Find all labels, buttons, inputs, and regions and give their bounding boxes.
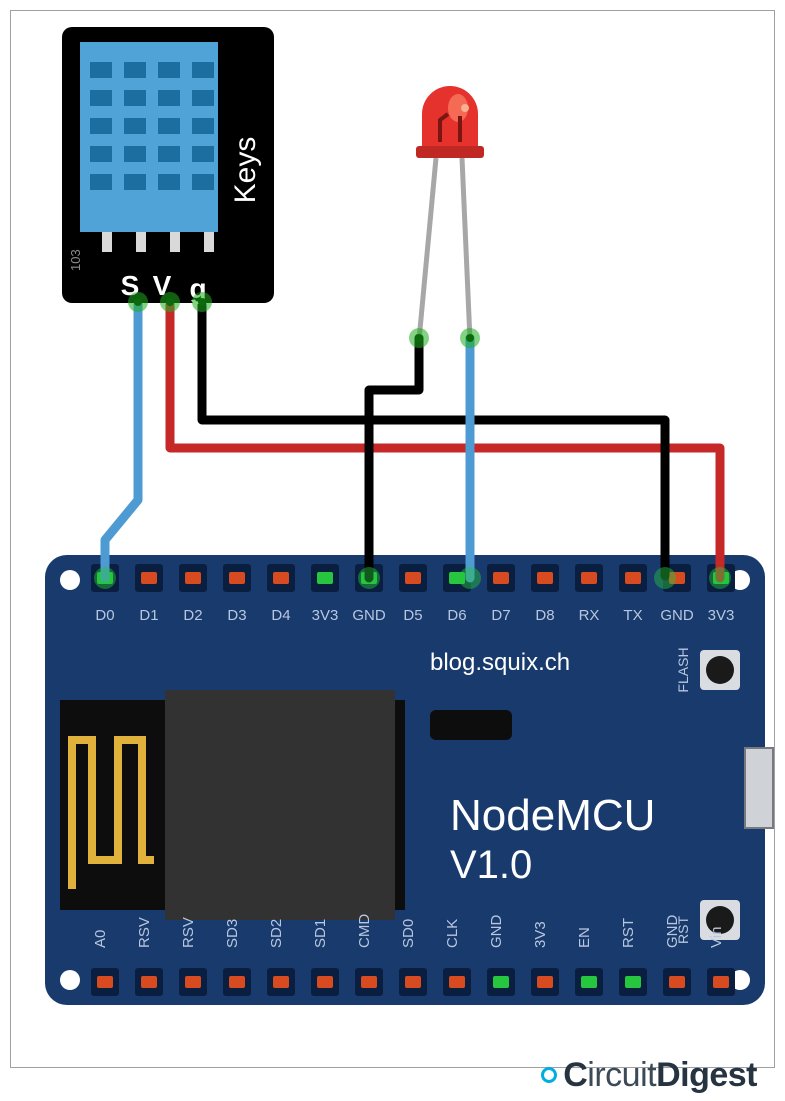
svg-text:3V3: 3V3 <box>532 921 549 948</box>
svg-text:FLASH: FLASH <box>675 647 691 692</box>
dht-g-to-gnd <box>202 305 665 576</box>
svg-text:GND: GND <box>664 915 681 949</box>
svg-text:3V3: 3V3 <box>708 607 735 624</box>
esp-shield <box>165 690 395 920</box>
svg-text:NodeMCU: NodeMCU <box>450 791 655 840</box>
svg-text:SD2: SD2 <box>268 919 285 948</box>
circuit-diagram: blog.squix.ch NodeMCUV1.0 FLASH RST D0 D1 D2 D3… <box>0 0 785 1101</box>
svg-text:D7: D7 <box>491 607 510 624</box>
svg-text:Vin: Vin <box>708 927 725 948</box>
svg-text:D8: D8 <box>535 607 554 624</box>
svg-text:3V3: 3V3 <box>312 607 339 624</box>
svg-text:RX: RX <box>579 607 600 624</box>
svg-text:D5: D5 <box>403 607 422 624</box>
svg-text:GND: GND <box>660 607 694 624</box>
svg-text:EN: EN <box>576 927 593 948</box>
svg-text:103: 103 <box>68 249 83 271</box>
svg-text:V1.0: V1.0 <box>450 843 532 887</box>
svg-text:D6: D6 <box>447 607 466 624</box>
svg-text:SD0: SD0 <box>400 919 417 948</box>
usb-port <box>745 748 773 828</box>
logo-c: C <box>563 1056 587 1094</box>
svg-text:RST: RST <box>620 918 637 948</box>
svg-text:A0: A0 <box>92 930 109 948</box>
svg-text:CLK: CLK <box>444 919 461 948</box>
watermark-logo: CircuitDigest <box>539 1056 757 1095</box>
svg-text:RSV: RSV <box>180 917 197 948</box>
svg-text:SD1: SD1 <box>312 919 329 948</box>
svg-text:D4: D4 <box>271 607 290 624</box>
logo-digest: Digest <box>656 1056 757 1094</box>
svg-text:SD3: SD3 <box>224 919 241 948</box>
led-cathode-to-gnd <box>369 338 419 578</box>
logo-dot-icon <box>541 1067 557 1083</box>
dht-s-to-d0 <box>105 305 138 578</box>
svg-text:CMD: CMD <box>356 914 373 948</box>
svg-text:D3: D3 <box>227 607 246 624</box>
logo-ircuit: ircuit <box>587 1056 656 1094</box>
svg-text:GND: GND <box>352 607 386 624</box>
svg-text:D1: D1 <box>139 607 158 624</box>
svg-text:TX: TX <box>623 607 642 624</box>
svg-text:GND: GND <box>488 915 505 949</box>
svg-text:D0: D0 <box>95 607 114 624</box>
svg-text:RSV: RSV <box>136 917 153 948</box>
dht-v-to-3v3 <box>170 305 720 578</box>
svg-text:blog.squix.ch: blog.squix.ch <box>430 649 570 676</box>
svg-text:D2: D2 <box>183 607 202 624</box>
svg-text:Keys: Keys <box>229 137 262 204</box>
